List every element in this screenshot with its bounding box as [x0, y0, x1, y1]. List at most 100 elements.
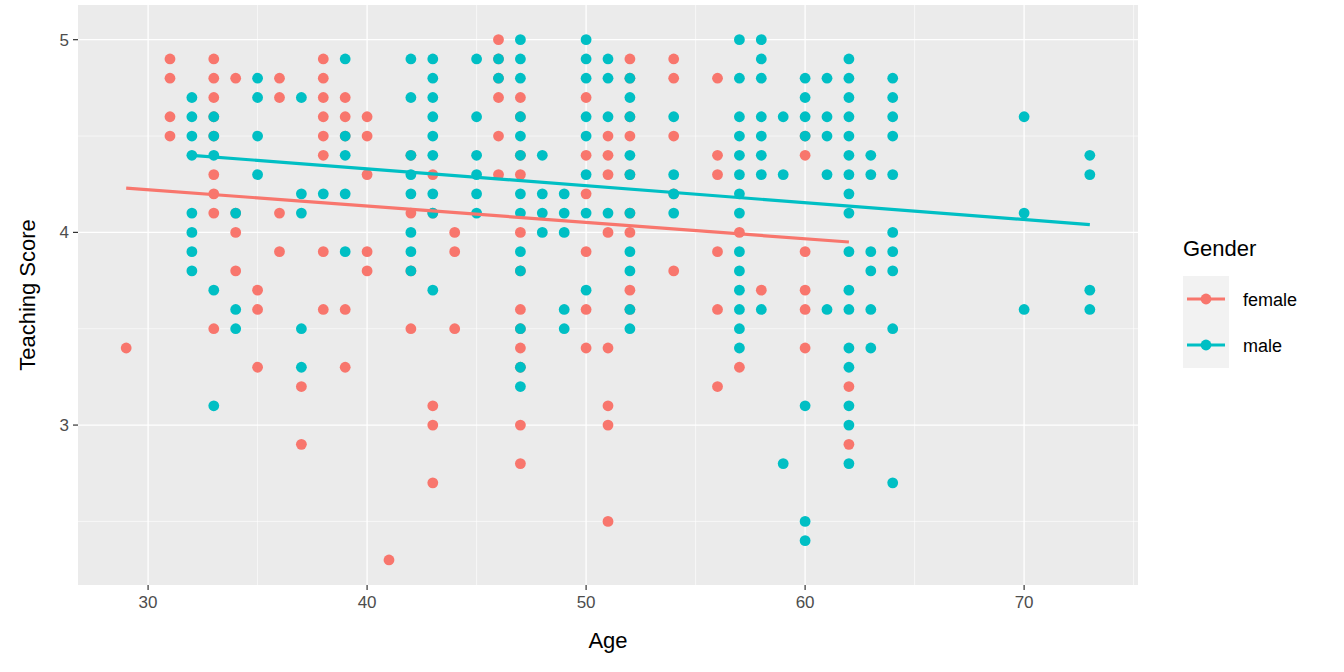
point	[515, 362, 526, 373]
point	[844, 188, 855, 199]
point	[581, 131, 592, 142]
y-tick-label: 5	[60, 31, 69, 50]
point	[427, 54, 438, 65]
point	[603, 400, 614, 411]
point	[844, 246, 855, 257]
point	[800, 73, 811, 84]
point	[362, 131, 373, 142]
grid-line	[1023, 5, 1024, 585]
legend: Genderfemalemale	[1183, 236, 1297, 368]
point	[252, 362, 263, 373]
point	[537, 150, 548, 161]
point	[1084, 304, 1095, 315]
point	[427, 400, 438, 411]
point	[887, 266, 898, 277]
point	[603, 420, 614, 431]
point	[800, 246, 811, 257]
point	[734, 73, 745, 84]
point	[668, 169, 679, 180]
point	[778, 458, 789, 469]
point	[800, 304, 811, 315]
point	[515, 458, 526, 469]
y-tick-label: 4	[60, 223, 69, 242]
point	[865, 266, 876, 277]
point	[537, 227, 548, 238]
point	[581, 111, 592, 122]
point	[603, 343, 614, 354]
point	[515, 420, 526, 431]
point	[844, 150, 855, 161]
point	[230, 208, 241, 219]
point	[208, 285, 219, 296]
point	[668, 131, 679, 142]
point	[318, 54, 329, 65]
point	[844, 343, 855, 354]
point	[822, 169, 833, 180]
point	[865, 343, 876, 354]
point	[427, 285, 438, 296]
point	[362, 246, 373, 257]
data-layer	[121, 34, 1095, 565]
point	[625, 73, 636, 84]
point	[493, 34, 504, 45]
point	[581, 343, 592, 354]
point	[340, 54, 351, 65]
x-tick-label: 60	[796, 593, 815, 612]
point	[515, 266, 526, 277]
point	[1019, 208, 1030, 219]
point	[340, 131, 351, 142]
point	[427, 92, 438, 103]
point	[296, 381, 307, 392]
point	[581, 169, 592, 180]
point	[208, 323, 219, 334]
point	[340, 246, 351, 257]
point	[252, 304, 263, 315]
grid-line	[78, 39, 1138, 40]
point	[515, 323, 526, 334]
point	[208, 131, 219, 142]
point	[427, 73, 438, 84]
point	[625, 169, 636, 180]
minor-grid-line	[1133, 5, 1134, 585]
point	[362, 169, 373, 180]
point	[865, 150, 876, 161]
point	[471, 111, 482, 122]
series-female	[121, 34, 855, 565]
point	[625, 304, 636, 315]
point	[625, 208, 636, 219]
point	[712, 304, 723, 315]
legend-key	[1183, 322, 1229, 368]
point	[340, 304, 351, 315]
point	[712, 381, 723, 392]
point	[230, 266, 241, 277]
point	[734, 208, 745, 219]
point	[471, 150, 482, 161]
point	[756, 285, 767, 296]
point	[186, 208, 197, 219]
point	[559, 208, 570, 219]
point	[165, 54, 176, 65]
minor-grid-line	[914, 5, 915, 585]
point	[230, 323, 241, 334]
point	[712, 246, 723, 257]
y-axis-title: Teaching Score	[15, 219, 40, 371]
point	[296, 323, 307, 334]
point	[537, 188, 548, 199]
point	[515, 169, 526, 180]
point	[822, 304, 833, 315]
point	[405, 266, 416, 277]
background	[0, 0, 1344, 672]
point	[625, 92, 636, 103]
point	[734, 246, 745, 257]
point	[515, 381, 526, 392]
point	[756, 150, 767, 161]
point	[340, 111, 351, 122]
point	[712, 73, 723, 84]
point	[515, 362, 526, 373]
x-tick	[366, 585, 367, 590]
point	[625, 266, 636, 277]
point	[405, 150, 416, 161]
point	[603, 54, 614, 65]
point	[844, 400, 855, 411]
point	[625, 131, 636, 142]
